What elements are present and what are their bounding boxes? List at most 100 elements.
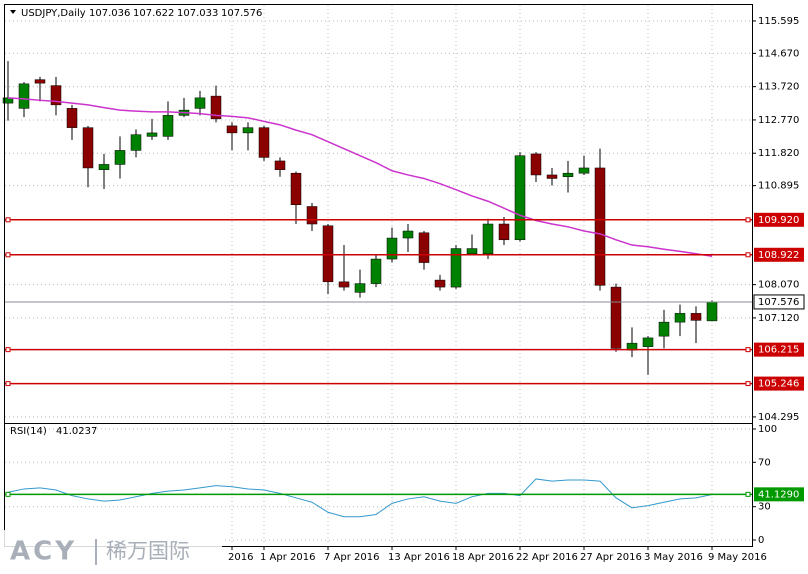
candle-body (482, 223, 494, 255)
candle-body (354, 283, 366, 293)
candle-body (258, 127, 270, 158)
candle-body (98, 164, 110, 170)
level-label: 41.1290 (758, 489, 799, 500)
candle-body (146, 132, 158, 137)
candle-body (210, 95, 222, 120)
level-box (754, 376, 804, 391)
candle-body (434, 279, 446, 288)
level-handle (5, 381, 11, 387)
watermark: ACY 稀万国际 (0, 530, 222, 574)
y-tick-label: 108.070 (758, 280, 799, 291)
x-tick-label: 7 Apr 2016 (324, 552, 379, 563)
open-value: 107.036 (89, 8, 130, 19)
last-price-box (753, 294, 805, 310)
candle-body (306, 206, 318, 225)
x-tick-label: 13 Apr 2016 (388, 552, 450, 563)
line-series (7, 478, 713, 518)
rsi-value: 41.0237 (56, 426, 97, 437)
y-tick-label: 70 (758, 457, 771, 468)
candle-body (466, 248, 478, 255)
rsi-title: RSI(14) (10, 426, 47, 437)
y-tick-label: 100 (758, 424, 777, 435)
candle-body (130, 134, 142, 151)
line-series (7, 97, 713, 257)
x-tick-label: 27 Apr 2016 (580, 552, 642, 563)
x-tick-label: 22 Apr 2016 (516, 552, 578, 563)
y-tick-label: 104.295 (758, 412, 799, 423)
watermark-name: 稀万国际 (106, 539, 190, 563)
x-tick-label: 9 May 2016 (708, 552, 767, 563)
level-label: 105.246 (758, 379, 799, 390)
y-tick-label: 115.595 (758, 16, 799, 27)
candle-body (114, 150, 126, 165)
y-tick-label: 107.120 (758, 313, 799, 324)
candle-body (50, 85, 62, 106)
candle-body (290, 172, 302, 205)
candle-body (706, 301, 718, 322)
menu-arrow (10, 10, 16, 14)
level-handle (5, 347, 11, 353)
candle-body (66, 108, 78, 128)
candle-body (514, 155, 526, 241)
candle-body (530, 153, 542, 176)
candle-body (402, 230, 414, 239)
candle-body (546, 174, 558, 179)
candle-body (386, 237, 398, 260)
y-tick-label: 114.670 (758, 48, 799, 59)
level-handle (5, 217, 11, 223)
level-box (754, 247, 804, 262)
y-tick-label: 112.770 (758, 115, 799, 126)
candle-body (242, 127, 254, 134)
candle-body (690, 313, 702, 321)
candle-body (18, 83, 30, 109)
level-label: 109.920 (758, 215, 799, 226)
level-handle (5, 252, 11, 258)
candle-body (498, 223, 510, 241)
x-tick-label: 18 Apr 2016 (452, 552, 514, 563)
level-box (754, 342, 804, 357)
level-box (754, 487, 804, 502)
low-value: 107.033 (177, 8, 218, 19)
candle-body (34, 79, 46, 84)
x-tick-label: 3 May 2016 (644, 552, 703, 563)
y-tick-label: 30 (758, 502, 771, 513)
y-tick-label: 0 (758, 535, 764, 546)
level-box (754, 212, 804, 227)
candle-body (658, 321, 670, 337)
y-tick-label: 111.820 (758, 148, 799, 159)
chart-title: USDJPY,Daily (21, 8, 86, 19)
candle-body (338, 281, 350, 288)
level-handle (5, 491, 11, 497)
level-handle (745, 491, 751, 497)
candle-body (274, 160, 286, 170)
candle-body (82, 127, 94, 169)
candle-body (642, 337, 654, 347)
y-tick-label: 113.720 (758, 82, 799, 93)
high-value: 107.622 (133, 8, 174, 19)
close-value: 107.576 (221, 8, 262, 19)
level-label: 106.215 (758, 345, 799, 356)
candle-body (450, 248, 462, 288)
x-tick-label: 1 Apr 2016 (260, 552, 315, 563)
last-price-label: 107.576 (758, 297, 799, 308)
candle-body (594, 167, 606, 286)
candle-body (194, 97, 206, 109)
candle-body (578, 167, 590, 174)
candle-body (322, 225, 334, 283)
level-handle (745, 381, 751, 387)
level-label: 108.922 (758, 250, 799, 261)
level-handle (745, 347, 751, 353)
candle-body (610, 286, 622, 349)
candle-body (674, 313, 686, 323)
x-tick-label: 2016 (228, 552, 253, 563)
watermark-brand: ACY (10, 537, 77, 567)
watermark-bg (0, 530, 222, 574)
candle-body (370, 258, 382, 284)
candle-body (162, 115, 174, 137)
level-handle (745, 217, 751, 223)
y-tick-label: 110.895 (758, 181, 799, 192)
level-handle (745, 252, 751, 258)
frame (4, 4, 753, 547)
